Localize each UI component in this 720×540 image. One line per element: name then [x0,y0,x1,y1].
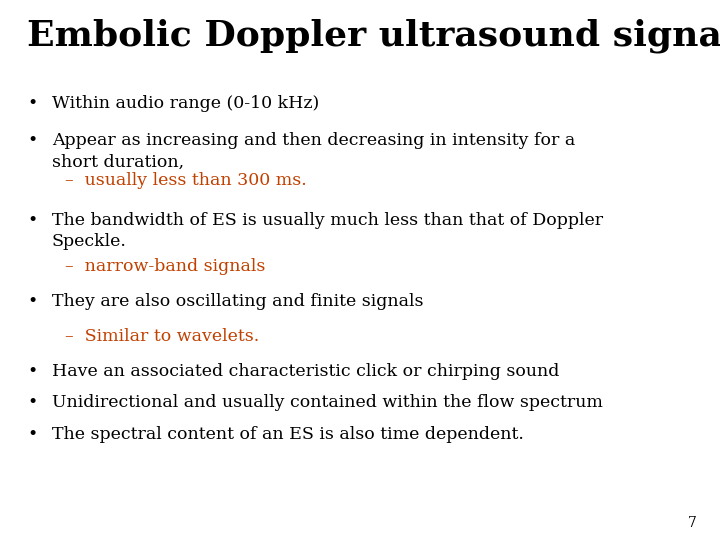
Text: The spectral content of an ES is also time dependent.: The spectral content of an ES is also ti… [52,426,523,442]
Text: –  usually less than 300 ms.: – usually less than 300 ms. [65,172,307,188]
Text: •: • [27,394,37,411]
Text: •: • [27,293,37,309]
Text: •: • [27,363,37,380]
Text: –  Similar to wavelets.: – Similar to wavelets. [65,328,259,345]
Text: Embolic Doppler ultrasound signal: Embolic Doppler ultrasound signal [27,19,720,53]
Text: Appear as increasing and then decreasing in intensity for a
short duration,: Appear as increasing and then decreasing… [52,132,575,171]
Text: 7: 7 [688,516,697,530]
Text: •: • [27,212,37,228]
Text: They are also oscillating and finite signals: They are also oscillating and finite sig… [52,293,423,309]
Text: Within audio range (0-10 kHz): Within audio range (0-10 kHz) [52,94,319,111]
Text: The bandwidth of ES is usually much less than that of Doppler
Speckle.: The bandwidth of ES is usually much less… [52,212,603,250]
Text: •: • [27,426,37,442]
Text: Have an associated characteristic click or chirping sound: Have an associated characteristic click … [52,363,559,380]
Text: –  narrow-band signals: – narrow-band signals [65,258,265,275]
Text: •: • [27,132,37,149]
Text: Unidirectional and usually contained within the flow spectrum: Unidirectional and usually contained wit… [52,394,603,411]
Text: •: • [27,94,37,111]
